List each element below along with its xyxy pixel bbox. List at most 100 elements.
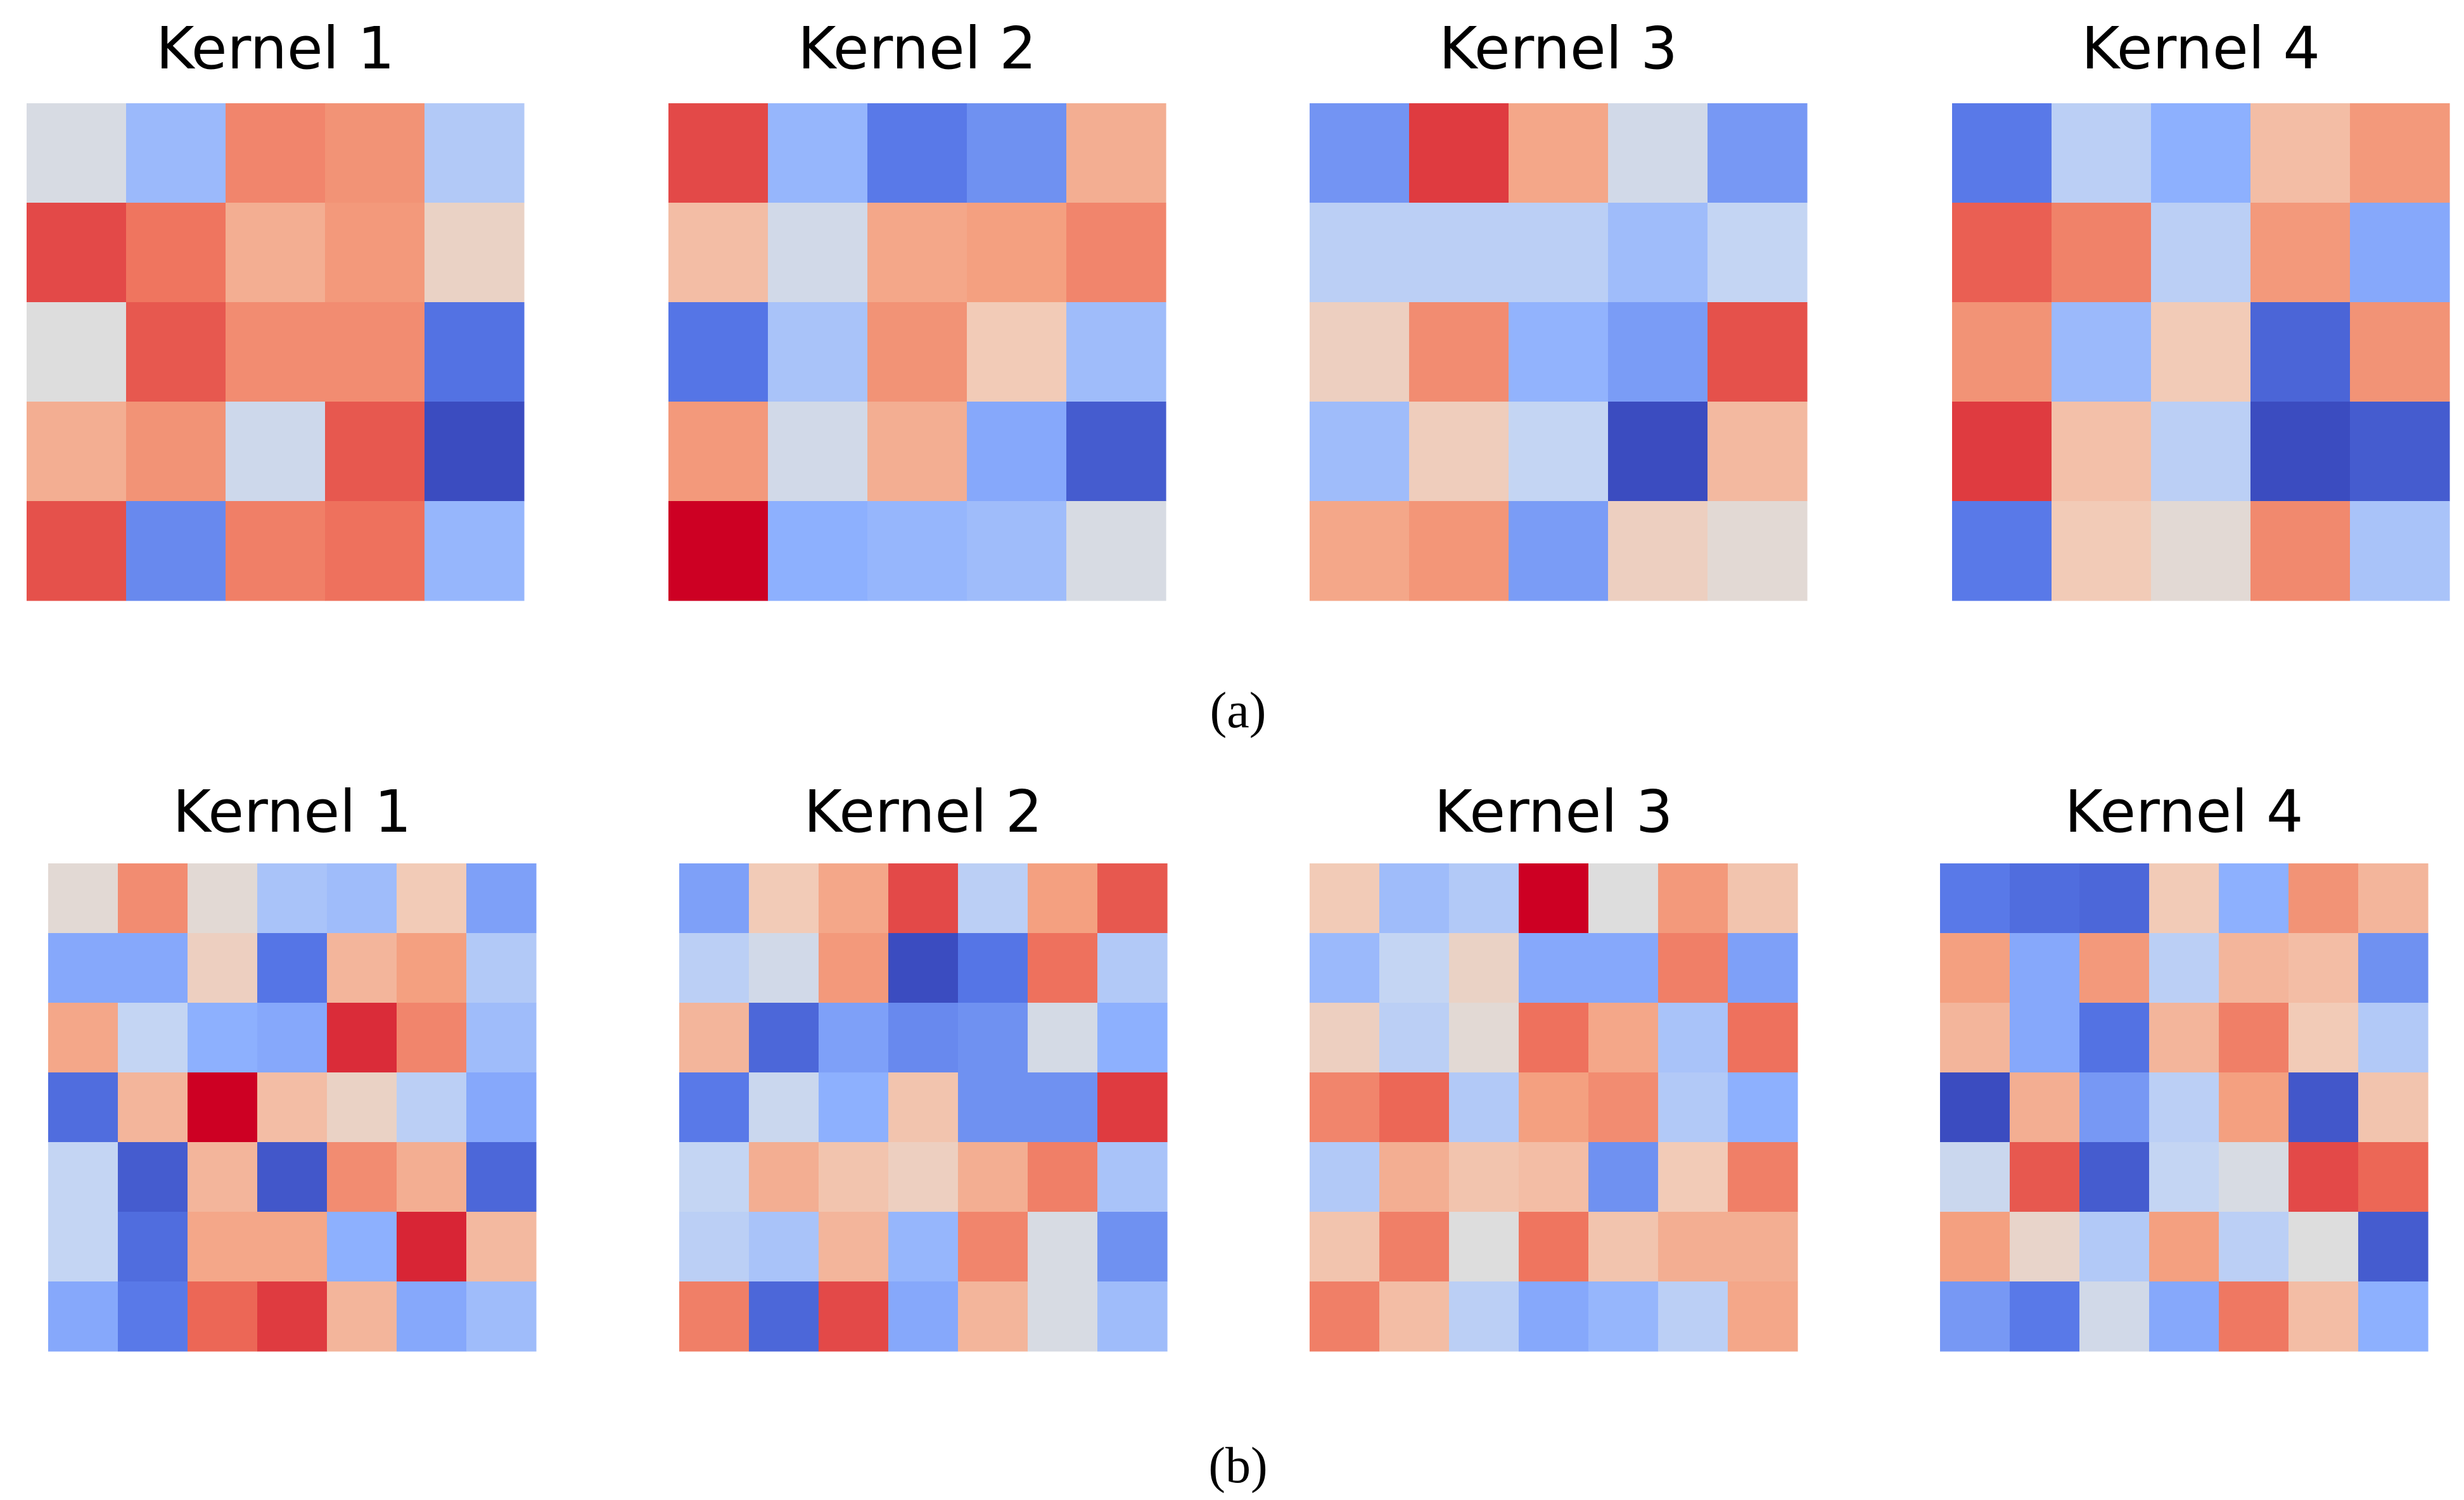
panel-b-kernel-4: Kernel 4 [1940,778,2429,1352]
heatmap-cell-r5-c7 [1728,1142,1798,1212]
heatmap-cell-r1-c1 [679,863,750,934]
heatmap-cell-r4-c1 [1310,402,1410,502]
heatmap-cell-r2-c1 [1310,933,1380,1003]
heatmap-cell-r5-c5 [2350,501,2450,601]
heatmap-cell-r5-c6 [2288,1142,2359,1212]
heatmap-cell-r7-c2 [118,1281,188,1352]
heatmap-cell-r1-c6 [1028,863,1098,934]
heatmap-cell-r4-c4 [325,402,425,502]
heatmap-cell-r4-c4 [257,1072,328,1143]
heatmap-cell-r7-c3 [2079,1281,2150,1352]
heatmap-cell-r2-c1 [1940,933,2010,1003]
panel-b-kernel-1: Kernel 1 [48,778,537,1352]
heatmap-cell-r2-c3 [867,203,967,303]
panel-a-kernel-1: Kernel 1 [27,15,525,601]
heatmap-cell-r5-c2 [1379,1142,1450,1212]
heatmap-cell-r2-c2 [2010,933,2080,1003]
heatmap-cell-r2-c4 [1519,933,1589,1003]
heatmap-cell-r6-c4 [2149,1212,2219,1282]
heatmap-cell-r2-c3 [2151,203,2251,303]
heatmap-cell-r1-c2 [2010,863,2080,934]
heatmap-cell-r6-c2 [749,1212,819,1282]
heatmap-cell-r1-c1 [48,863,118,934]
heatmap-cell-r4-c7 [2358,1072,2429,1143]
kernel-title: Kernel 3 [1439,15,1678,82]
heatmap-cell-r2-c5 [424,203,525,303]
heatmap-cell-r4-c5 [1708,402,1808,502]
heatmap-cell-r1-c4 [888,863,959,934]
heatmap-cell-r6-c7 [1728,1212,1798,1282]
kernel-title: Kernel 2 [798,15,1037,82]
heatmap-cell-r1-c7 [1728,863,1798,934]
heatmap-cell-r6-c5 [2219,1212,2289,1282]
heatmap-cell-r7-c4 [257,1281,328,1352]
heatmap-cell-r3-c4 [325,302,425,402]
heatmap-cell-r3-c3 [867,302,967,402]
kernel-title: Kernel 1 [173,778,412,846]
heatmap-cell-r4-c3 [188,1072,258,1143]
heatmap-cell-r2-c4 [888,933,959,1003]
heatmap-cell-r4-c5 [958,1072,1028,1143]
heatmap-cell-r7-c2 [749,1281,819,1352]
heatmap-cell-r2-c2 [1379,933,1450,1003]
heatmap-cell-r3-c2 [2010,1003,2080,1073]
heatmap-cell-r3-c7 [2358,1003,2429,1073]
heatmap-cell-r4-c1 [48,1072,118,1143]
heatmap-cell-r3-c4 [2149,1003,2219,1073]
heatmap-cell-r5-c5 [1066,501,1166,601]
heatmap-cell-r5-c1 [48,1142,118,1212]
heatmap-cell-r2-c1 [48,933,118,1003]
heatmap-cell-r2-c6 [1658,933,1728,1003]
heatmap-cell-r6-c4 [1519,1212,1589,1282]
heatmap-cell-r7-c1 [48,1281,118,1352]
heatmap-cell-r6-c2 [118,1212,188,1282]
heatmap-cell-r5-c2 [126,501,226,601]
heatmap-cell-r3-c1 [668,302,769,402]
heatmap-cell-r3-c4 [967,302,1067,402]
heatmap-cell-r6-c7 [466,1212,537,1282]
heatmap-cell-r2-c3 [188,933,258,1003]
heatmap-cell-r2-c2 [1409,203,1509,303]
heatmap-cell-r1-c7 [2358,863,2429,934]
heatmap-cell-r4-c5 [1066,402,1166,502]
heatmap-cell-r6-c4 [257,1212,328,1282]
heatmap-cell-r3-c2 [1409,302,1509,402]
heatmap-cell-r5-c4 [2149,1142,2219,1212]
heatmap-cell-r4-c7 [466,1072,537,1143]
heatmap-cell-r3-c2 [768,302,868,402]
heatmap-cell-r1-c3 [226,103,326,203]
heatmap-cell-r1-c1 [1940,863,2010,934]
heatmap-cell-r5-c3 [1509,501,1609,601]
heatmap-cell-r1-c5 [1708,103,1808,203]
heatmap-cell-r1-c1 [27,103,127,203]
heatmap-cell-r5-c2 [2010,1142,2080,1212]
heatmap-cell-r5-c6 [397,1142,467,1212]
heatmap-cell-r6-c4 [888,1212,959,1282]
heatmap-cell-r3-c4 [257,1003,328,1073]
heatmap-cell-r2-c2 [749,933,819,1003]
heatmap-cell-r3-c1 [679,1003,750,1073]
heatmap-cell-r3-c4 [2250,302,2351,402]
heatmap-cell-r1-c3 [1449,863,1519,934]
heatmap-cell-r5-c1 [1952,501,2052,601]
heatmap-cell-r2-c2 [118,933,188,1003]
heatmap-cell-r3-c5 [327,1003,397,1073]
heatmap-cell-r4-c4 [888,1072,959,1143]
heatmap-cell-r1-c7 [1097,863,1168,934]
heatmap-cell-r1-c3 [1509,103,1609,203]
heatmap-cell-r2-c5 [1066,203,1166,303]
panel-a-kernel-4: Kernel 4 [1952,15,2450,601]
heatmap-cell-r1-c3 [188,863,258,934]
heatmap-cell-r4-c1 [1310,1072,1380,1143]
heatmap-cell-r5-c7 [2358,1142,2429,1212]
heatmap-cell-r3-c7 [1728,1003,1798,1073]
heatmap-cell-r1-c6 [1658,863,1728,934]
heatmap-cell-r6-c2 [2010,1212,2080,1282]
heatmap-cell-r4-c4 [1519,1072,1589,1143]
heatmap-cell-r6-c3 [188,1212,258,1282]
heatmap-cell-r5-c3 [2151,501,2251,601]
heatmap-cell-r1-c5 [958,863,1028,934]
heatmap-cell-r1-c5 [2219,863,2289,934]
heatmap-cell-r4-c2 [749,1072,819,1143]
heatmap-cell-r1-c3 [2151,103,2251,203]
